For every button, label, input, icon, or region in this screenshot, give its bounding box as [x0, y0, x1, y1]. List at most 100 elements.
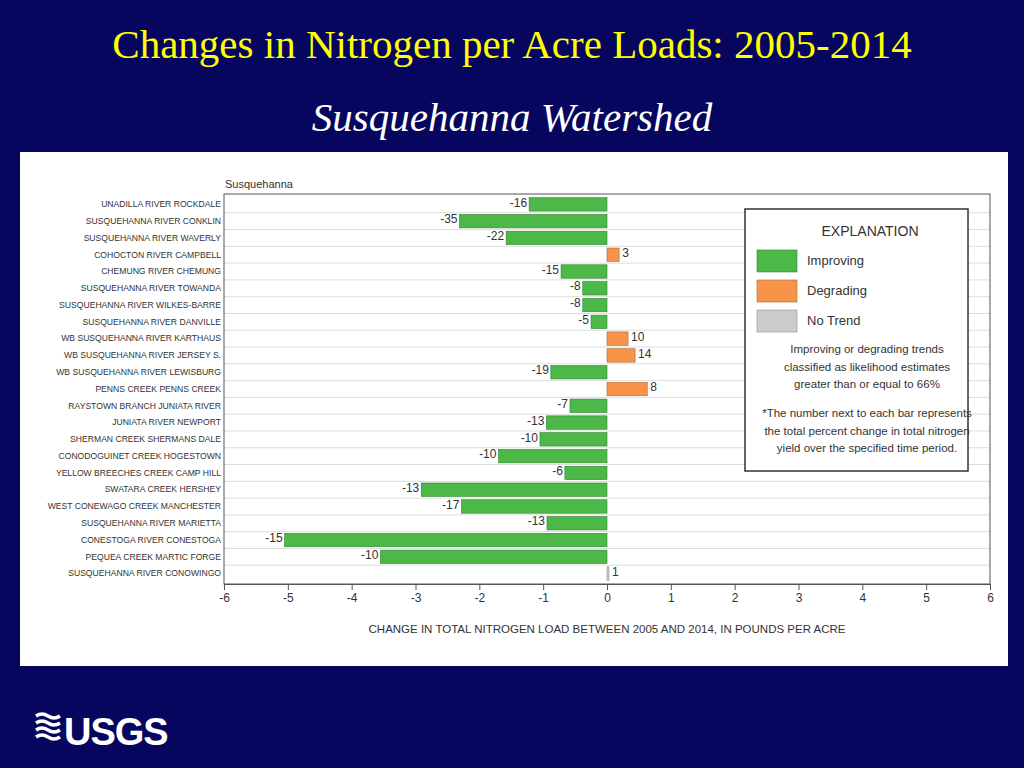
category-tick: WEST CONEWAGO CREEK MANCHESTER [48, 501, 224, 511]
category-label: UNADILLA RIVER ROCKDALE [101, 199, 221, 209]
category-label: SUSQUEHANNA RIVER TOWANDA [81, 283, 221, 293]
tick-label: 6 [987, 591, 994, 605]
legend-label: Degrading [807, 283, 867, 298]
tick: -6 [219, 584, 230, 605]
grid-line [224, 531, 990, 532]
category-label: SUSQUEHANNA RIVER MARIETTA [81, 518, 221, 528]
tick-label: -6 [219, 591, 230, 605]
category-label: WEST CONEWAGO CREEK MANCHESTER [48, 501, 221, 511]
logo-wave [36, 735, 60, 739]
bar-label: -19 [531, 363, 549, 377]
slide: Changes in Nitrogen per Acre Loads: 2005… [0, 0, 1024, 768]
bar-label: -15 [265, 531, 283, 545]
tick-mark [926, 584, 927, 590]
bar [506, 231, 607, 244]
bar-label: -16 [510, 196, 528, 210]
legend: EXPLANATIONImprovingDegradingNo TrendImp… [745, 209, 972, 471]
grid-line [224, 548, 990, 549]
bar-label: -13 [402, 481, 420, 495]
tick-mark [990, 584, 991, 590]
grid-line [224, 481, 990, 482]
tick: 0 [604, 584, 611, 605]
bar [498, 449, 607, 462]
tick-label: 4 [859, 591, 866, 605]
bar [561, 265, 607, 278]
category-tick: UNADILLA RIVER ROCKDALE [101, 199, 224, 209]
category-tick: WB SUSQUEHANNA RIVER KARTHAUS [61, 333, 224, 343]
tick-mark [799, 584, 800, 590]
bar-label: 10 [631, 330, 645, 344]
bar-label: -10 [521, 431, 539, 445]
tick: 4 [859, 584, 866, 605]
bar [607, 332, 628, 345]
category-label: PEQUEA CREEK MARTIC FORGE [86, 552, 222, 562]
tick: -5 [283, 584, 294, 605]
tick-label: -5 [283, 591, 294, 605]
logo: USGS [36, 711, 168, 753]
category-tick: CONODOGUINET CREEK HOGESTOWN [58, 451, 224, 461]
category-label: SUSQUEHANNA RIVER WILKES-BARRE [59, 300, 221, 310]
bar-label: -10 [361, 548, 379, 562]
bars [285, 198, 648, 581]
category-label: SHERMAN CREEK SHERMANS DALE [70, 434, 221, 444]
subtitle: Susquehanna Watershed [312, 94, 713, 140]
panel-label: Susquehanna [225, 178, 294, 190]
bar [547, 517, 607, 530]
tick: -3 [411, 584, 422, 605]
tick: 1 [668, 584, 675, 605]
logo-wave [36, 728, 60, 732]
bar-label: -13 [527, 414, 545, 428]
bar [460, 214, 607, 227]
category-tick: SUSQUEHANNA RIVER WAVERLY [84, 233, 224, 243]
tick-label: -2 [474, 591, 485, 605]
bar [607, 382, 647, 395]
category-tick: SUSQUEHANNA RIVER CONKLIN [86, 216, 224, 226]
bar [607, 349, 635, 362]
grid-line [224, 498, 990, 499]
grid-line [224, 565, 990, 566]
bar [591, 315, 607, 328]
legend-note: yield over the specified time period. [777, 442, 957, 454]
category-label: SUSQUEHANNA RIVER CONOWINGO [68, 568, 221, 578]
panel [20, 152, 1008, 666]
category-tick: SUSQUEHANNA RIVER MARIETTA [81, 518, 224, 528]
category-label: JUNIATA RIVER NEWPORT [112, 417, 222, 427]
category-tick: YELLOW BREECHES CREEK CAMP HILL [56, 468, 224, 478]
category-label: WB SUSQUEHANNA RIVER KARTHAUS [61, 333, 221, 343]
bar-label: -17 [442, 498, 460, 512]
tick-label: 5 [923, 591, 930, 605]
category-tick: SUSQUEHANNA RIVER DANVILLE [83, 317, 225, 327]
category-tick: CONESTOGA RIVER CONESTOGA [81, 535, 224, 545]
category-label: YELLOW BREECHES CREEK CAMP HILL [56, 468, 221, 478]
tick-label: -1 [538, 591, 549, 605]
bar [529, 198, 607, 211]
legend-swatch [757, 280, 797, 302]
category-tick: PENNS CREEK PENNS CREEK [95, 384, 224, 394]
bar-label: -8 [570, 296, 581, 310]
category-tick: CHEMUNG RIVER CHEMUNG [101, 266, 224, 276]
category-label: PENNS CREEK PENNS CREEK [95, 384, 221, 394]
legend-swatch [757, 250, 797, 272]
x-axis-title: CHANGE IN TOTAL NITROGEN LOAD BETWEEN 20… [369, 623, 846, 635]
bar [607, 567, 609, 580]
tick-mark [543, 584, 544, 590]
bar-label: -35 [440, 212, 458, 226]
tick: -1 [538, 584, 549, 605]
plot-frame [224, 194, 990, 584]
category-tick: WB SUSQUEHANNA RIVER LEWISBURG [56, 367, 224, 377]
legend-label: Improving [807, 253, 864, 268]
tick: 6 [987, 584, 994, 605]
bar [546, 416, 607, 429]
tick: 2 [732, 584, 739, 605]
legend-swatch [757, 310, 797, 332]
logo-text: USGS [64, 711, 168, 753]
category-label: CHEMUNG RIVER CHEMUNG [101, 266, 221, 276]
bar-label: -8 [570, 279, 581, 293]
bar-label: 14 [638, 347, 652, 361]
category-label: SUSQUEHANNA RIVER DANVILLE [83, 317, 222, 327]
bar-label: -6 [552, 464, 563, 478]
tick-label: -3 [411, 591, 422, 605]
bar-label: -10 [479, 447, 497, 461]
category-tick: COHOCTON RIVER CAMPBELL [94, 249, 224, 259]
legend-note: the total percent change in total nitrog… [764, 425, 969, 437]
